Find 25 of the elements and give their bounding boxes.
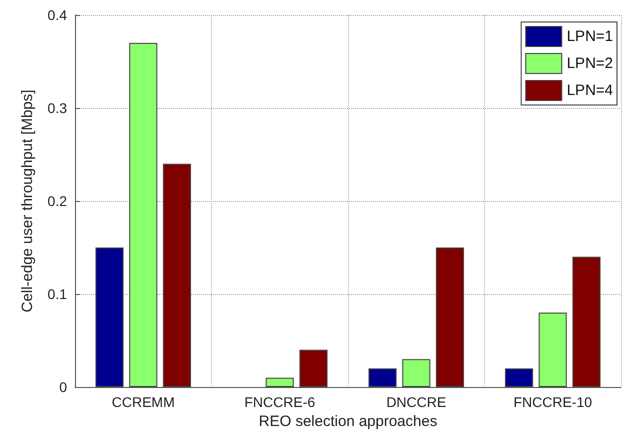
bar — [266, 378, 294, 387]
y-axis-title: Cell-edge user throughput [Mbps] — [19, 90, 36, 312]
bar — [436, 248, 464, 387]
bar — [95, 248, 124, 387]
y-tick-label: 0.4 — [48, 7, 68, 23]
y-tick-label: 0.3 — [48, 100, 68, 116]
legend-label: LPN=4 — [566, 82, 614, 99]
x-axis-title: REO selection approaches — [258, 412, 438, 430]
y-tick-label: 0.1 — [48, 286, 68, 302]
x-tick-label: FNCCRE-10 — [513, 394, 592, 410]
bar — [402, 359, 430, 387]
bar — [538, 312, 567, 387]
legend-label: LPN=2 — [566, 55, 614, 72]
bar — [162, 164, 192, 387]
y-tick-label: 0 — [59, 379, 68, 395]
x-tick-label: CCREMM — [112, 394, 175, 410]
bar — [368, 368, 397, 387]
bar — [299, 350, 328, 387]
bar — [504, 368, 534, 387]
x-tick-label: FNCCRE-6 — [244, 394, 316, 410]
bar — [129, 42, 158, 387]
legend-label: LPN=1 — [566, 28, 614, 45]
bar — [572, 256, 601, 387]
x-tick-label: DNCCRE — [386, 394, 446, 410]
y-tick-label: 0.2 — [48, 193, 68, 209]
